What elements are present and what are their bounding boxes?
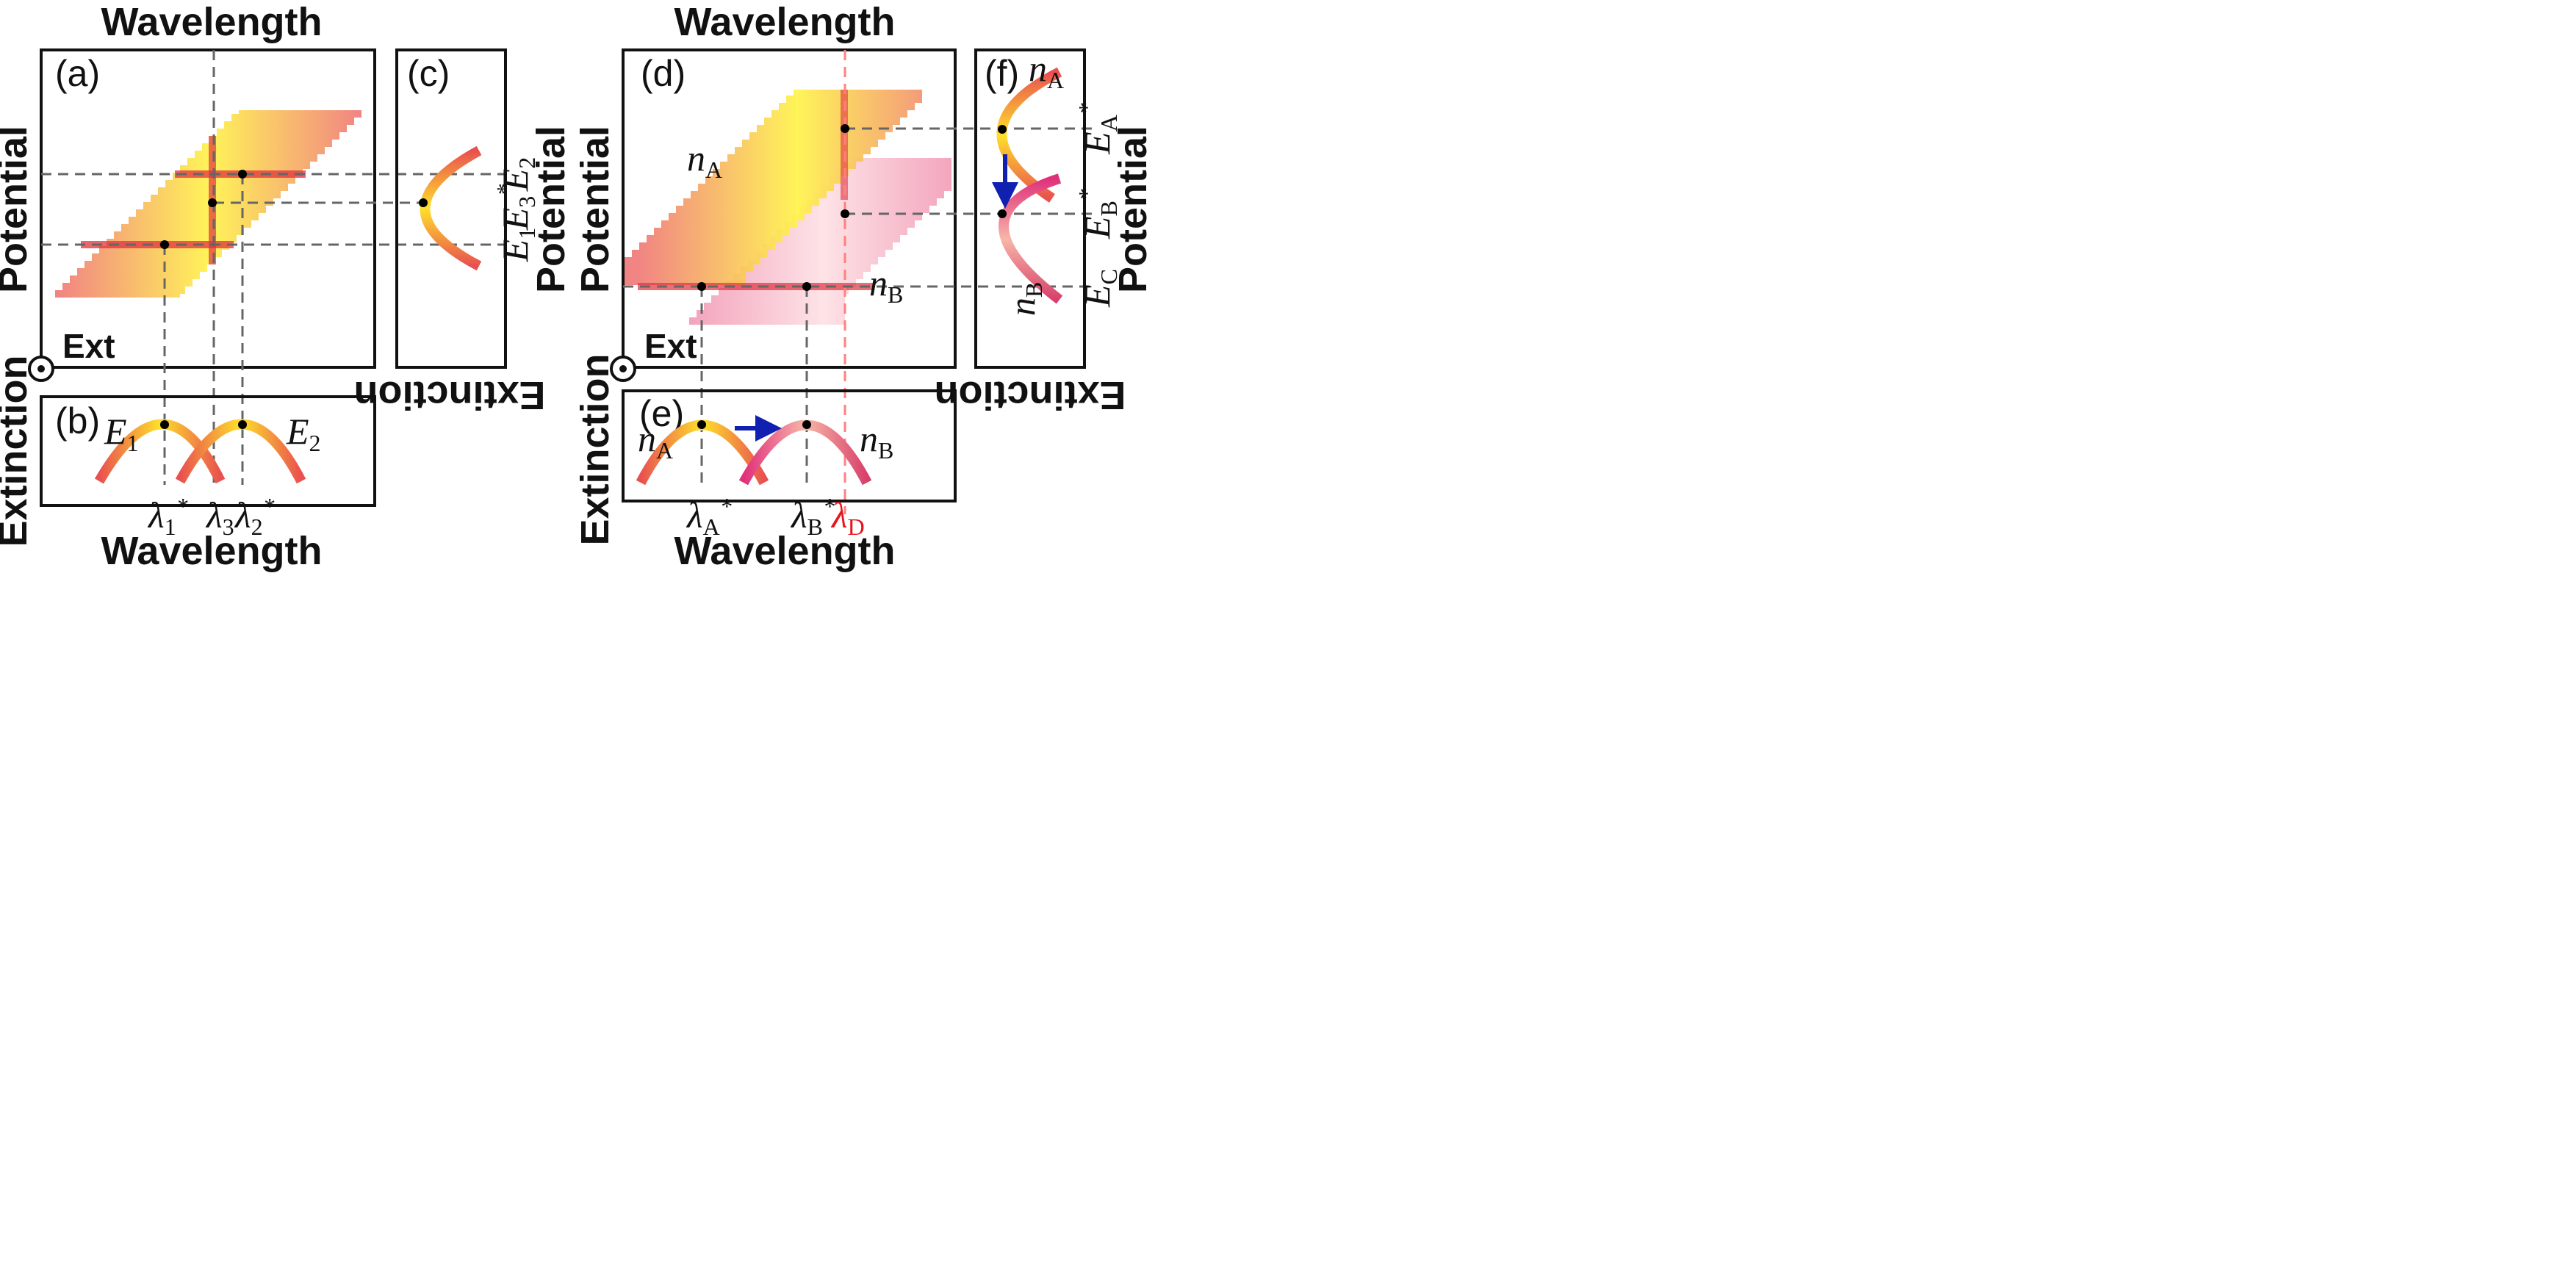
point-d-b — [802, 282, 811, 291]
right-main-panel — [622, 48, 957, 369]
point-d-a — [697, 282, 706, 291]
svg-text:EC: EC — [1076, 269, 1122, 308]
e-label-na: nA — [638, 418, 673, 464]
right-side-title: Extinction — [934, 373, 1126, 417]
point-e2 — [238, 170, 247, 179]
left-extinction-title: Extinction — [0, 355, 35, 547]
panel-tag-c: (c) — [407, 53, 450, 94]
tick-lambda2: λ2* — [234, 493, 275, 540]
curve-e2 — [175, 419, 306, 484]
left-potential-title: Potential — [0, 126, 35, 293]
tick-lambda1: λ1* — [147, 493, 188, 540]
point-e-b — [802, 420, 811, 429]
right-potential-title: Potential — [573, 126, 617, 293]
label-e3-main: E — [494, 208, 536, 231]
left-main-panel — [40, 48, 376, 369]
tick-lambda-a: λA* — [686, 493, 732, 540]
point-f-a — [998, 125, 1007, 134]
svg-text:E2: E2 — [494, 157, 540, 192]
left-bottom-title: Wavelength — [101, 529, 322, 573]
point-b2 — [238, 420, 247, 429]
left-bottom-panel — [40, 395, 376, 507]
ext-axis-icon — [28, 356, 54, 382]
svg-text:EA*: EA* — [1073, 103, 1122, 155]
left-side-panel — [395, 48, 507, 369]
right-ext-label: Ext — [644, 327, 697, 365]
label-e1-sub: 1 — [514, 228, 540, 239]
right-top-title: Wavelength — [674, 0, 895, 44]
right-extinction-title: Extinction — [573, 353, 617, 545]
point-d-ea — [841, 124, 849, 133]
panel-tag-d: (d) — [641, 53, 686, 94]
left-side-title: Extinction — [353, 373, 545, 417]
left-potential-labels: E2 E3* E1 — [492, 157, 540, 263]
curve-c — [420, 145, 482, 271]
svg-text:EB*: EB* — [1073, 189, 1122, 239]
right-potential-labels: EA* EB* EC — [1073, 103, 1122, 308]
curve-label-e2: E2 — [286, 411, 321, 456]
panel-tag-a: (a) — [55, 53, 100, 94]
f-label-nb: nB — [1001, 282, 1047, 316]
point-e-a — [697, 420, 706, 429]
svg-text:E3*: E3* — [492, 184, 540, 231]
label-e3-sup: * — [492, 184, 518, 196]
point-e3 — [208, 198, 217, 207]
point-b1 — [160, 420, 169, 429]
left-top-title: Wavelength — [101, 0, 322, 44]
point-c — [419, 198, 428, 207]
f-label-na: nA — [1029, 48, 1064, 93]
label-e3-sub: 3 — [514, 196, 540, 208]
panel-tag-b: (b) — [55, 400, 100, 442]
point-f-b — [998, 209, 1007, 218]
label-e1-main: E — [494, 239, 536, 263]
label-e2-main: E — [494, 169, 536, 192]
ext-axis-icon — [610, 356, 636, 382]
right-side-panel — [974, 48, 1086, 369]
band-label-nb: nB — [869, 262, 903, 308]
right-bottom-title: Wavelength — [674, 529, 895, 573]
tick-lambda-b: λB* — [790, 493, 835, 540]
panel-tag-f: (f) — [985, 53, 1019, 94]
curve-f-b — [999, 173, 1063, 304]
point-d-eb — [841, 209, 849, 218]
left-ext-label: Ext — [62, 327, 115, 365]
right-right-axis-title: Potential — [1111, 126, 1155, 293]
right-bottom-panel — [622, 389, 957, 502]
point-e1 — [160, 240, 169, 249]
tick-lambda-d: λD — [830, 494, 865, 540]
svg-text:E1: E1 — [494, 228, 540, 263]
tick-lambda3: λ3 — [205, 494, 234, 540]
band-label-na: nA — [687, 137, 722, 183]
curve-label-e1: E1 — [104, 411, 139, 456]
panel-tag-e: (e) — [639, 393, 684, 434]
left-right-axis-title: Potential — [529, 126, 573, 293]
label-e2-sub: 2 — [514, 157, 540, 169]
e-label-nb: nB — [860, 418, 893, 464]
